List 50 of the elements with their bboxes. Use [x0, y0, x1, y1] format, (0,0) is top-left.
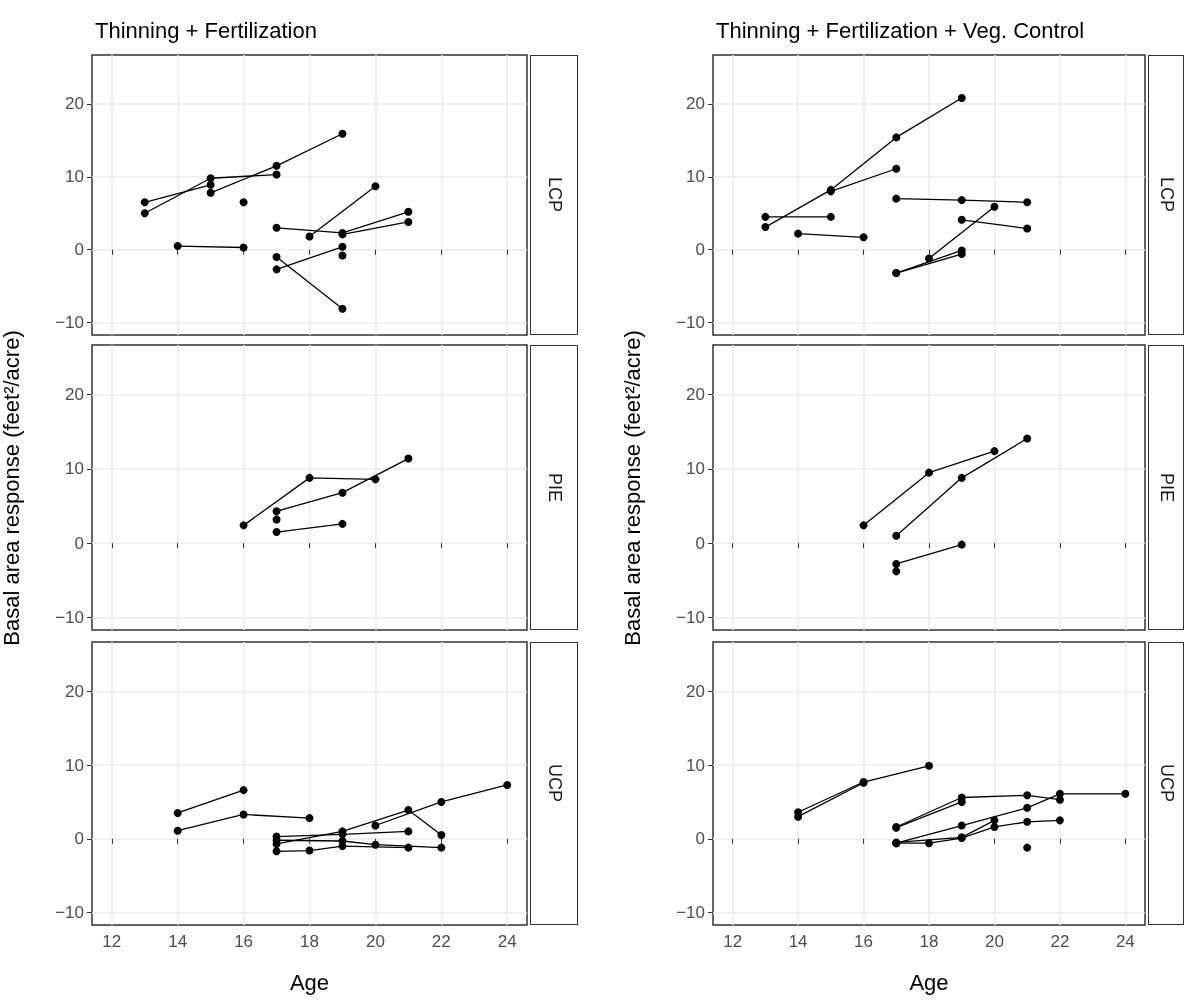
y-tick-label: 20: [686, 94, 705, 114]
x-tick-label: 18: [300, 932, 319, 951]
y-tick-label: 10: [65, 459, 84, 479]
y-tick-label: 20: [65, 681, 84, 701]
y-tick-label: −10: [55, 313, 84, 333]
y-tick-label: 0: [695, 240, 705, 260]
y-tick-label: −10: [676, 313, 705, 333]
y-tick-label: 10: [686, 755, 705, 775]
y-tick-label: −10: [676, 902, 705, 922]
y-tick-label: 10: [686, 459, 705, 479]
y-tick-label: 20: [65, 385, 84, 405]
x-tick-label: 18: [919, 932, 939, 951]
x-axis-title: Age: [909, 969, 949, 995]
chart-title: Thinning + Fertilization: [95, 17, 317, 43]
x-tick-label: 12: [723, 932, 743, 951]
y-tick-label: 10: [65, 755, 84, 775]
x-tick-label: 16: [854, 932, 874, 951]
x-tick-label: 20: [984, 932, 1004, 951]
y-tick-label: −10: [676, 607, 705, 627]
x-tick-label: 20: [365, 932, 385, 951]
y-tick-label: 10: [686, 167, 705, 187]
text: UCP: [1155, 764, 1177, 803]
y-tick-label: −10: [55, 607, 84, 627]
y-axis-title: Basal area response (feet²/acre): [620, 329, 646, 646]
y-tick-label: 0: [74, 533, 84, 553]
y-axis-title: Basal area response (feet²/acre): [0, 329, 25, 646]
text: LCP: [1155, 177, 1177, 213]
y-tick-label: 10: [65, 167, 84, 187]
y-tick-label: 0: [695, 533, 705, 553]
y-tick-label: 0: [74, 829, 84, 849]
x-tick-label: 24: [497, 932, 517, 951]
text: LCP: [543, 177, 565, 213]
x-tick-label: 22: [431, 932, 451, 951]
x-tick-label: 16: [234, 932, 254, 951]
y-tick-label: −10: [55, 902, 84, 922]
x-tick-label: 12: [102, 932, 122, 951]
text: PIE: [543, 472, 565, 502]
text: PIE: [1155, 472, 1177, 502]
x-tick-label: 24: [1115, 932, 1135, 951]
x-tick-label: 14: [788, 932, 808, 951]
x-tick-label: 14: [168, 932, 188, 951]
y-tick-label: 20: [686, 385, 705, 405]
y-tick-label: 20: [65, 94, 84, 114]
text: UCP: [543, 764, 565, 803]
y-tick-label: 0: [74, 240, 84, 260]
y-tick-label: 20: [686, 681, 705, 701]
x-axis-title: Age: [289, 969, 330, 995]
chart-title: Thinning + Fertilization + Veg. Control: [716, 17, 1085, 43]
x-tick-label: 22: [1050, 932, 1070, 951]
y-tick-label: 0: [695, 829, 705, 849]
